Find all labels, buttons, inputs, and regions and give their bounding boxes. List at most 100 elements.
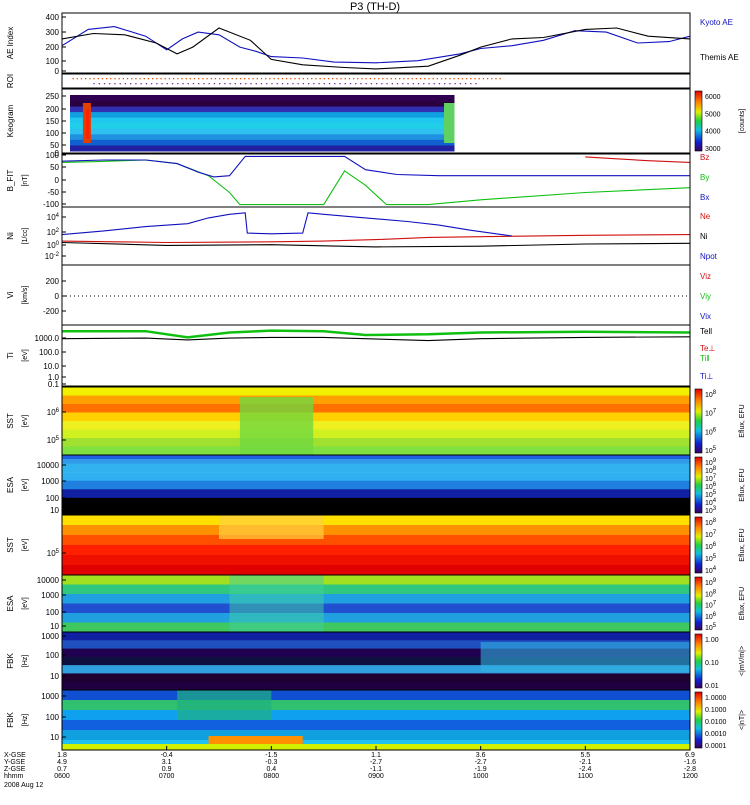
coord-row-label: X-GSE [4, 752, 26, 759]
panel-unit-fbk_b: [Hz] [22, 714, 29, 727]
ytick-label: 102 [47, 228, 60, 237]
keogram-edge [444, 103, 455, 143]
colorbar-tick: 104 [705, 566, 717, 575]
colorbar-tick: 107 [705, 530, 717, 539]
roi-dot [344, 83, 346, 85]
coord-value: -2.1 [579, 759, 591, 766]
coord-value: -2.4 [579, 766, 591, 773]
panel-unit-esa_e: [eV] [22, 597, 29, 610]
roi-dot [344, 78, 346, 80]
fbk-b-band [62, 720, 690, 731]
panel-frame-ni [61, 206, 691, 266]
roi-dot [319, 78, 321, 80]
roi-dot [381, 83, 383, 85]
esa-el-gap [229, 575, 324, 632]
roi-dot [334, 83, 336, 85]
roi-dot [164, 78, 166, 80]
roi-dot [411, 78, 413, 80]
colorbar-tick: 107 [705, 409, 717, 418]
roi-dot [177, 78, 179, 80]
roi-dot [444, 83, 446, 85]
colorbar-tick: 108 [705, 518, 717, 527]
roi-dot [423, 83, 425, 85]
colorbar-tick: 0.1000 [705, 707, 727, 714]
fbk-e-band [62, 632, 690, 641]
keogram-band [70, 128, 455, 135]
roi-dot [459, 83, 462, 85]
roi-dot [255, 83, 257, 85]
panel-frame-vi [61, 264, 691, 326]
roi-dot [126, 78, 129, 80]
roi-dot [370, 83, 373, 85]
panel-ylabel-fbk_b: FBK [6, 712, 15, 728]
sst-ion-band [62, 412, 690, 422]
roi-dot [227, 78, 229, 80]
panel-frames [61, 12, 691, 751]
roi-dot [436, 78, 439, 80]
ae-series-themis-ae [61, 27, 691, 70]
esa-el-band [62, 622, 690, 633]
ni-series-ne [61, 234, 691, 244]
colorbar-label-sst_e: Eflux, EFU [739, 528, 746, 561]
roi-dot [327, 78, 330, 80]
roi-dot [365, 78, 367, 80]
roi-dot [287, 83, 289, 85]
fbk-e-band [62, 640, 690, 650]
panel-ylabel-sst_e: SST [6, 537, 15, 553]
colorbar-tick: 104 [705, 498, 717, 507]
ytick-label: 10 [50, 506, 59, 515]
legend-ni-2: Npot [700, 252, 718, 261]
roi-dot [454, 83, 456, 85]
coord-value: 5.5 [580, 752, 590, 759]
roi-dot [419, 78, 422, 80]
roi-dot [470, 83, 472, 85]
roi-dot [143, 78, 145, 80]
roi-dot [140, 83, 142, 85]
roi-dot [266, 83, 268, 85]
colorbar-tick: 107 [705, 474, 717, 483]
colorbar-tick: 0.0100 [705, 719, 727, 726]
panel-ylabel-ni: Ni [6, 232, 15, 240]
ytick-label: 300 [46, 28, 60, 37]
ytick-label: 50 [50, 141, 59, 150]
ytick-label: 1000 [41, 591, 59, 600]
fbk-b-burst [177, 690, 272, 720]
coord-value: 0800 [264, 773, 280, 780]
sst-el-band [62, 535, 690, 546]
roi-dot [433, 83, 435, 85]
roi-dot [101, 78, 104, 80]
roi-dot [271, 83, 273, 85]
roi-dot [239, 83, 242, 85]
roi-dot [187, 83, 189, 85]
roi-dot [105, 78, 108, 80]
roi-dot [223, 78, 225, 80]
panel-ylabel-ti: Ti [6, 352, 15, 359]
roi-dot [214, 78, 217, 80]
ytick-label: 0 [55, 149, 60, 158]
coord-value: 1200 [682, 773, 698, 780]
legend-ae-1: Themis AE [700, 53, 739, 62]
ytick-label: 10000 [37, 461, 60, 470]
coord-value: -2.8 [684, 766, 696, 773]
roi-dot [110, 78, 112, 80]
coord-row-label: hhmm [4, 773, 24, 780]
colorbar-tick: 105 [705, 446, 717, 455]
coord-row-label: Y-GSE [4, 759, 25, 766]
panel-ylabel-bfit: B_FIT [6, 169, 15, 191]
roi-dot [203, 83, 205, 85]
colorbar-tick: 1.00 [705, 637, 719, 644]
roi-dot [378, 78, 380, 80]
roi-dot [98, 83, 100, 85]
roi-dot [93, 78, 95, 80]
ytick-label: 100 [46, 129, 60, 138]
sst-el-gap [219, 515, 324, 539]
roi-dot [147, 78, 150, 80]
keogram-aurora-core [86, 109, 90, 139]
roi-dot [445, 78, 447, 80]
roi-dot [109, 83, 111, 85]
ti-series-tell [61, 336, 691, 342]
line-series-layer [61, 26, 691, 342]
roi-dot [461, 78, 464, 80]
ytick-label: 100 [46, 57, 60, 66]
